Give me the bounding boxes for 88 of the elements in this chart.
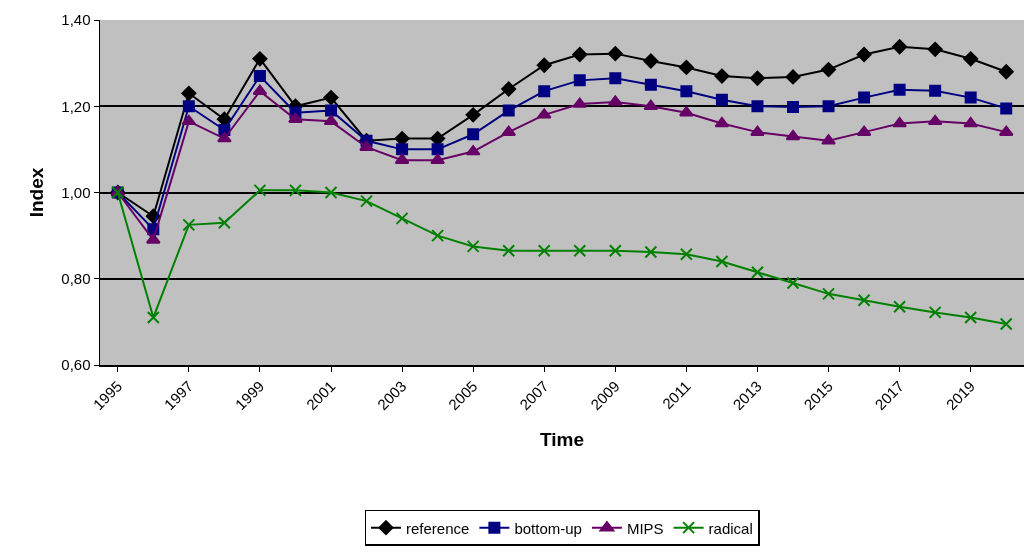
point bbox=[821, 62, 837, 78]
point bbox=[929, 84, 942, 97]
point bbox=[573, 74, 586, 87]
point bbox=[680, 85, 693, 98]
point bbox=[644, 245, 658, 259]
y-tick-label: 1,00 bbox=[61, 183, 91, 201]
point bbox=[181, 85, 197, 101]
point bbox=[964, 91, 977, 104]
point bbox=[714, 68, 730, 84]
point bbox=[644, 78, 657, 91]
point bbox=[679, 106, 694, 117]
point bbox=[821, 134, 836, 145]
point bbox=[999, 317, 1013, 331]
point bbox=[607, 46, 623, 62]
point bbox=[608, 244, 622, 258]
point bbox=[715, 93, 728, 106]
y-tick-label: 0,80 bbox=[61, 270, 91, 287]
point bbox=[501, 81, 517, 97]
point bbox=[359, 140, 374, 151]
point bbox=[323, 90, 339, 106]
point bbox=[324, 186, 338, 199]
point bbox=[750, 125, 765, 136]
point bbox=[963, 51, 979, 67]
legend-label: bottom-up bbox=[514, 519, 582, 537]
point bbox=[431, 229, 445, 243]
point bbox=[465, 107, 481, 123]
point bbox=[892, 39, 908, 55]
point bbox=[785, 129, 801, 141]
point bbox=[715, 255, 729, 268]
point bbox=[964, 311, 978, 325]
point bbox=[998, 64, 1014, 80]
point bbox=[502, 104, 515, 117]
point bbox=[396, 143, 409, 156]
point bbox=[252, 51, 268, 67]
point bbox=[431, 143, 444, 156]
point bbox=[785, 69, 801, 85]
y-tick-label: 0,60 bbox=[61, 356, 91, 374]
point bbox=[466, 239, 480, 253]
point bbox=[892, 117, 907, 128]
point bbox=[822, 100, 835, 113]
point bbox=[502, 244, 516, 258]
point bbox=[857, 293, 871, 307]
point bbox=[325, 104, 337, 117]
point bbox=[217, 132, 232, 143]
point bbox=[253, 70, 266, 83]
point bbox=[927, 114, 943, 126]
point bbox=[749, 70, 765, 86]
x-axis-title: Time bbox=[539, 428, 585, 450]
legend-label: MIPS bbox=[626, 519, 664, 537]
point bbox=[679, 247, 693, 261]
point bbox=[538, 85, 551, 98]
point bbox=[928, 305, 942, 319]
point bbox=[430, 153, 445, 164]
point bbox=[288, 112, 303, 123]
point bbox=[856, 47, 872, 62]
point bbox=[893, 83, 906, 96]
point bbox=[537, 244, 551, 258]
legend-label: reference bbox=[406, 519, 470, 537]
point bbox=[1000, 102, 1013, 115]
point bbox=[360, 194, 374, 208]
point bbox=[893, 300, 907, 314]
point bbox=[787, 101, 799, 114]
point bbox=[678, 59, 694, 75]
y-tick-label: 1,40 bbox=[61, 11, 91, 29]
point bbox=[927, 41, 943, 57]
point bbox=[182, 218, 196, 232]
point bbox=[643, 53, 659, 69]
point bbox=[395, 211, 409, 225]
point bbox=[323, 114, 339, 126]
point bbox=[253, 183, 267, 197]
point bbox=[786, 276, 800, 290]
point bbox=[182, 100, 195, 113]
point bbox=[750, 265, 764, 279]
y-tick-label: 1,20 bbox=[61, 97, 91, 115]
point bbox=[181, 114, 197, 126]
point bbox=[572, 47, 588, 62]
point bbox=[467, 128, 480, 141]
point bbox=[858, 91, 871, 104]
y-axis-title: Index bbox=[26, 167, 48, 218]
point bbox=[288, 183, 302, 197]
point bbox=[609, 72, 622, 85]
point bbox=[751, 100, 764, 113]
legend-label: radical bbox=[708, 519, 753, 537]
point bbox=[536, 57, 552, 73]
point bbox=[217, 216, 231, 230]
point bbox=[822, 287, 836, 301]
point bbox=[573, 244, 587, 258]
point bbox=[146, 311, 160, 325]
